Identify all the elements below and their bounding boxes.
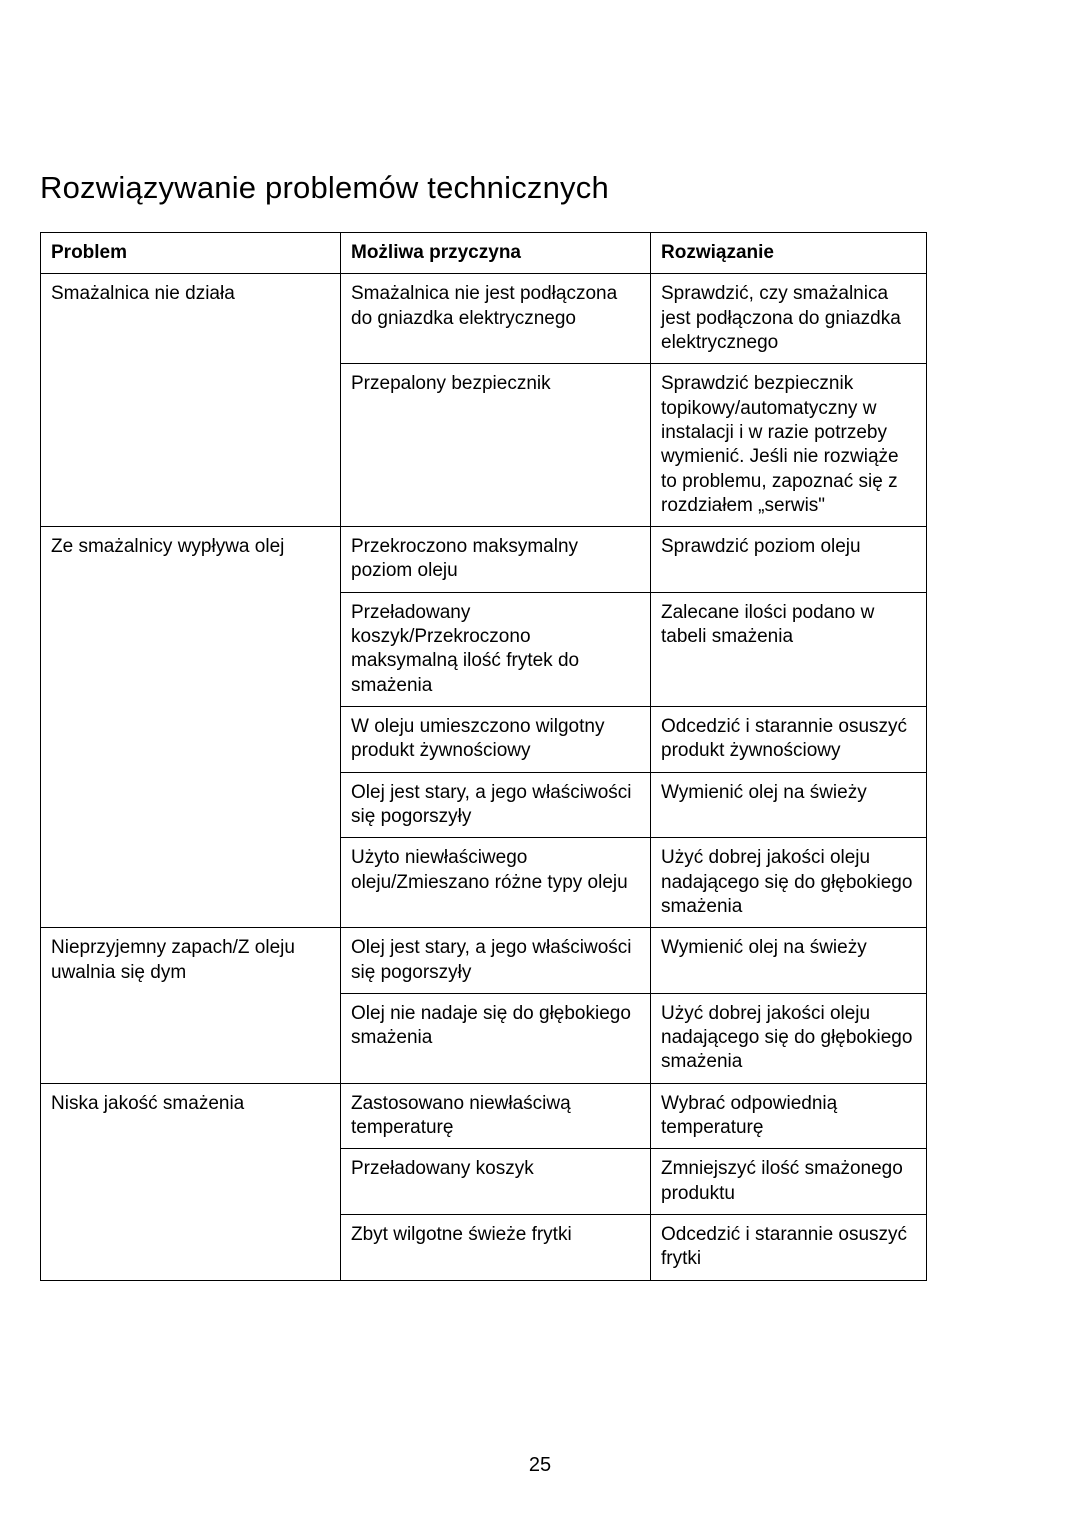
col-header-problem: Problem [41, 233, 341, 274]
cell-solution: Zalecane ilości podano w tabeli smażenia [651, 592, 927, 706]
cell-cause: Olej jest stary, a jego właściwości się … [341, 928, 651, 994]
table-header-row: Problem Możliwa przyczyna Rozwiązanie [41, 233, 927, 274]
cell-cause: W oleju umieszczono wilgotny produkt żyw… [341, 707, 651, 773]
troubleshooting-table: Problem Możliwa przyczyna Rozwiązanie Sm… [40, 232, 927, 1281]
cell-cause: Przekroczono maksymalny poziom oleju [341, 527, 651, 593]
table-row: Nieprzyjemny zapach/Z oleju uwalnia się … [41, 928, 927, 994]
cell-solution: Sprawdzić, czy smażalnica jest podłączon… [651, 274, 927, 364]
cell-problem: Ze smażalnicy wypływa olej [41, 527, 341, 928]
table-row: Niska jakość smażenia Zastosowano niewła… [41, 1083, 927, 1149]
cell-solution: Użyć dobrej jakości oleju nadającego się… [651, 838, 927, 928]
cell-solution: Sprawdzić bezpiecznik topikowy/automatyc… [651, 364, 927, 527]
cell-solution: Sprawdzić poziom oleju [651, 527, 927, 593]
cell-solution: Odcedzić i starannie osuszyć frytki [651, 1215, 927, 1281]
cell-cause: Przepalony bezpiecznik [341, 364, 651, 527]
cell-problem: Smażalnica nie działa [41, 274, 341, 527]
page-number: 25 [0, 1454, 1080, 1477]
table-row: Ze smażalnicy wypływa olej Przekroczono … [41, 527, 927, 593]
cell-problem: Niska jakość smażenia [41, 1083, 341, 1280]
cell-solution: Wymienić olej na świeży [651, 928, 927, 994]
cell-cause: Zbyt wilgotne świeże frytki [341, 1215, 651, 1281]
document-page: Rozwiązywanie problemów technicznych Pro… [0, 0, 1080, 1529]
cell-solution: Wybrać odpowiednią temperaturę [651, 1083, 927, 1149]
cell-cause: Olej jest stary, a jego właściwości się … [341, 772, 651, 838]
cell-solution: Odcedzić i starannie osuszyć produkt żyw… [651, 707, 927, 773]
page-title: Rozwiązywanie problemów technicznych [40, 170, 1040, 206]
col-header-cause: Możliwa przyczyna [341, 233, 651, 274]
col-header-solution: Rozwiązanie [651, 233, 927, 274]
table-row: Smażalnica nie działa Smażalnica nie jes… [41, 274, 927, 364]
cell-solution: Zmniejszyć ilość smażonego produktu [651, 1149, 927, 1215]
cell-cause: Olej nie nadaje się do głębokiego smażen… [341, 993, 651, 1083]
cell-cause: Przeładowany koszyk/Przekroczono maksyma… [341, 592, 651, 706]
cell-cause: Użyto niewłaściwego oleju/Zmieszano różn… [341, 838, 651, 928]
cell-cause: Smażalnica nie jest podłączona do gniazd… [341, 274, 651, 364]
cell-solution: Wymienić olej na świeży [651, 772, 927, 838]
cell-solution: Użyć dobrej jakości oleju nadającego się… [651, 993, 927, 1083]
cell-cause: Przeładowany koszyk [341, 1149, 651, 1215]
cell-problem: Nieprzyjemny zapach/Z oleju uwalnia się … [41, 928, 341, 1084]
cell-cause: Zastosowano niewłaściwą temperaturę [341, 1083, 651, 1149]
